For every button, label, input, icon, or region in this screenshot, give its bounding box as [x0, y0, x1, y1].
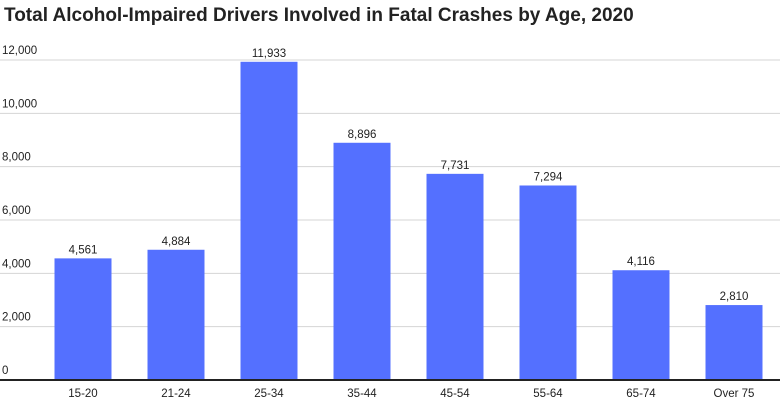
bar-over-75	[705, 305, 763, 380]
y-tick-label-0: 0	[2, 365, 8, 377]
category-label-2: 25-34	[254, 388, 284, 400]
data-labels: 4,561 4,884 11,933 8,896 7,731 7,294 4,116 2,81…	[69, 48, 749, 303]
data-label-4: 7,731	[441, 160, 470, 172]
y-tick-label-4: 8,000	[2, 152, 31, 164]
data-label-0: 4,561	[69, 244, 98, 256]
y-tick-label-5: 10,000	[2, 98, 37, 110]
data-label-7: 2,810	[720, 291, 749, 303]
bar-25-34	[240, 61, 298, 380]
bar-55-64	[519, 185, 577, 380]
data-label-3: 8,896	[348, 129, 377, 141]
data-label-6: 4,116	[627, 256, 655, 268]
data-label-5: 7,294	[534, 171, 563, 183]
y-axis-tick-labels: 0 2,000 4,000 6,000 8,000 10,000 12,000	[2, 45, 37, 377]
category-label-5: 55-64	[533, 388, 563, 400]
data-label-1: 4,884	[162, 236, 191, 248]
category-label-6: 65-74	[626, 388, 656, 400]
x-axis-category-labels: 15-20 21-24 25-34 35-44 45-54 55-64 65-74 Over …	[68, 388, 754, 400]
bar-35-44	[333, 142, 391, 380]
y-tick-label-2: 4,000	[2, 258, 31, 270]
chart-title: Total Alcohol-Impaired Drivers Involved …	[4, 5, 634, 26]
bars	[54, 61, 763, 380]
y-tick-label-3: 6,000	[2, 205, 31, 217]
category-label-1: 21-24	[161, 388, 191, 400]
bar-15-20	[54, 258, 112, 380]
category-label-4: 45-54	[440, 388, 470, 400]
bar-65-74	[612, 270, 670, 380]
bar-45-54	[426, 173, 484, 380]
category-label-0: 15-20	[68, 388, 97, 400]
bar-21-24	[147, 249, 205, 380]
data-label-2: 11,933	[252, 48, 286, 60]
y-tick-label-6: 12,000	[2, 45, 37, 57]
category-label-3: 35-44	[347, 388, 377, 400]
category-label-7: Over 75	[714, 388, 755, 400]
y-tick-label-1: 2,000	[2, 312, 31, 324]
